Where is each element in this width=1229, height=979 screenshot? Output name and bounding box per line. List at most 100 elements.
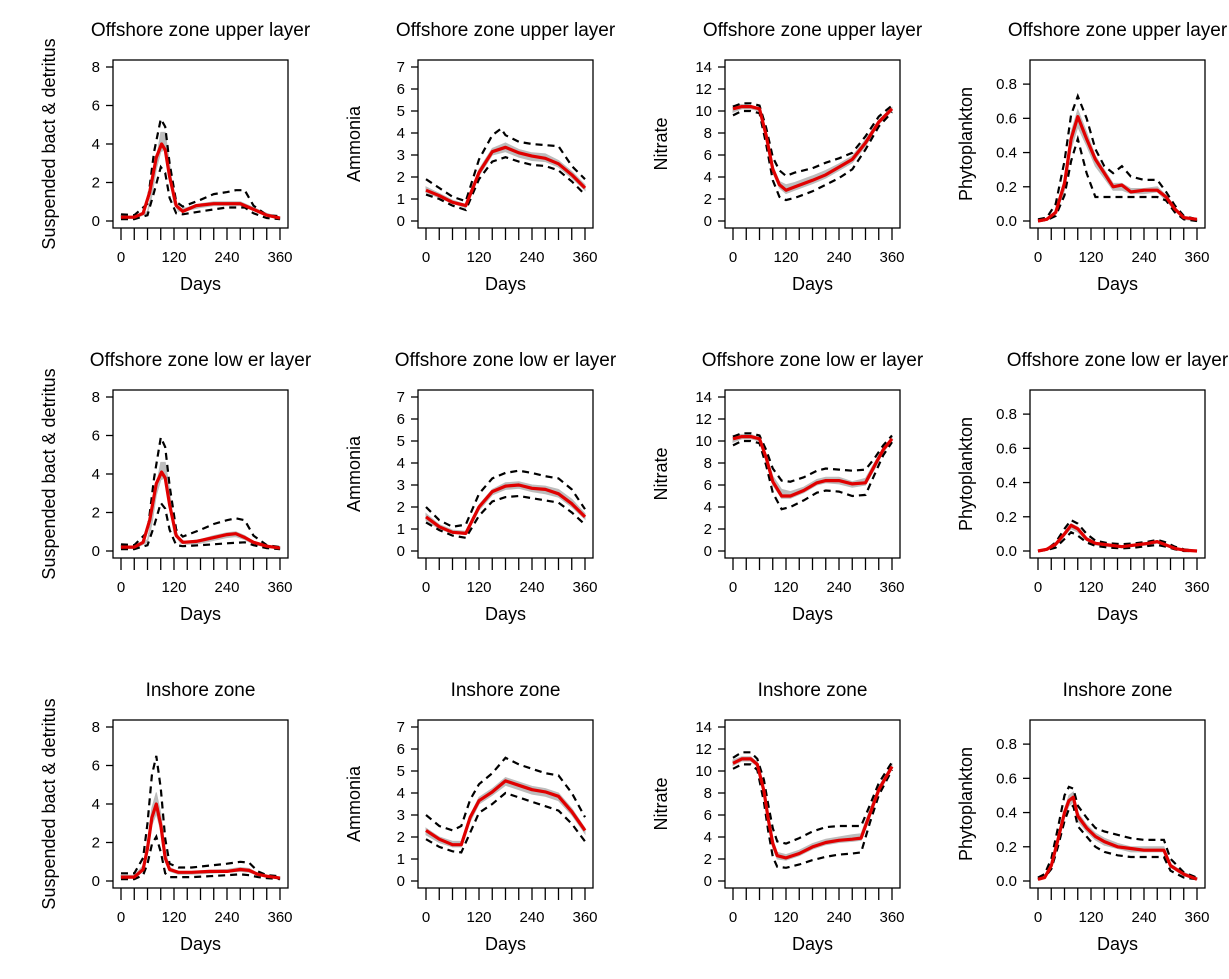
chart-1-quantile-line <box>120 115 281 218</box>
chart-5-xtick-label: 0 <box>117 579 125 596</box>
chart-1-ytick-label: 6 <box>92 98 100 115</box>
chart-11-xtick-label: 0 <box>729 909 737 926</box>
chart-11-quantile-line <box>732 751 893 845</box>
chart-11-xtick-label: 360 <box>879 909 904 926</box>
chart-5-quantile-line <box>121 500 281 551</box>
chart-8-ylabel: Phytoplankton <box>956 417 976 531</box>
chart-10-xtick-label: 360 <box>572 909 597 926</box>
chart-6-ytick-label: 5 <box>397 433 405 450</box>
chart-6-xtick-label: 120 <box>466 579 491 596</box>
chart-7-ytick-label: 12 <box>695 411 712 428</box>
chart-6-envelope-band <box>425 481 586 536</box>
chart-11-ytick-label: 0 <box>704 873 712 890</box>
chart-4-ytick-label: 0.8 <box>996 76 1017 93</box>
chart-9-ytick-label: 2 <box>92 835 100 852</box>
chart-3-ytick-label: 4 <box>704 169 712 186</box>
chart-2-xlabel: Days <box>485 274 526 294</box>
chart-5-xtick-label: 120 <box>161 579 186 596</box>
chart-2-envelope-band <box>425 142 586 209</box>
chart-1-ytick-label: 0 <box>92 213 100 230</box>
chart-7: Offshore zone low er layerNitrateDays024… <box>651 350 924 624</box>
chart-1-title: Offshore zone upper layer <box>91 20 311 41</box>
chart-5-quantile-line <box>120 433 281 549</box>
chart-7-ytick-label: 14 <box>695 389 712 406</box>
chart-11-ytick-label: 6 <box>704 807 712 824</box>
chart-10-ytick-label: 7 <box>397 719 405 736</box>
chart-4-xtick-label: 360 <box>1184 249 1209 266</box>
chart-4-mean-line <box>1037 115 1198 223</box>
chart-6: Offshore zone low er layerAmmoniaDays012… <box>344 350 617 624</box>
chart-8-ytick-label: 0.0 <box>996 543 1017 560</box>
chart-1-xtick-label: 0 <box>117 249 125 266</box>
chart-3-ytick-label: 6 <box>704 147 712 164</box>
chart-9-xtick-label: 240 <box>214 909 239 926</box>
chart-8-ytick-label: 0.4 <box>996 475 1017 492</box>
chart-6-title: Offshore zone low er layer <box>395 350 617 371</box>
chart-1-ytick-label: 8 <box>92 59 100 76</box>
chart-3-plot-frame <box>724 59 901 229</box>
chart-6-quantile-line <box>425 494 586 540</box>
chart-8-xlabel: Days <box>1097 604 1138 624</box>
chart-12: Inshore zone Phytoplankton Days 0.0 0.2 0.4 0.… <box>956 680 1210 954</box>
chart-2-ytick-label: 4 <box>397 125 405 142</box>
chart-12-ytick-label: 0.2 <box>996 839 1017 856</box>
chart-11-ytick-label: 14 <box>695 719 712 736</box>
chart-2-xtick-label: 360 <box>572 249 597 266</box>
chart-6-ytick-label: 7 <box>397 389 405 406</box>
chart-4-title: Offshore zone upper layer <box>1008 20 1228 41</box>
chart-1-xlabel: Days <box>180 274 221 294</box>
chart-9-ytick-label: 8 <box>92 719 100 736</box>
chart-7-ytick-label: 0 <box>704 543 712 560</box>
chart-1-ylabel: Suspended bact & detritus <box>39 38 59 249</box>
chart-12-quantile-line <box>1037 785 1198 879</box>
chart-3-ytick-label: 12 <box>695 81 712 98</box>
chart-12-ytick-label: 0.4 <box>996 805 1017 822</box>
chart-6-ytick-label: 2 <box>397 499 405 516</box>
chart-3-xtick-label: 0 <box>729 249 737 266</box>
chart-6-xtick-label: 360 <box>572 579 597 596</box>
chart-6-mean-line <box>425 483 587 535</box>
chart-10-xtick-label: 240 <box>519 909 544 926</box>
chart-8: Offshore zone low er layer Phytoplankton D… <box>956 350 1229 624</box>
chart-10-quantile-line <box>425 756 586 832</box>
chart-5-xlabel: Days <box>180 604 221 624</box>
chart-12-xlabel: Days <box>1097 934 1138 954</box>
chart-5-xtick-label: 360 <box>267 579 292 596</box>
chart-2-quantile-line <box>425 156 586 212</box>
chart-5-ytick-label: 2 <box>92 505 100 522</box>
chart-12-ytick-label: 0.6 <box>996 770 1017 787</box>
chart-4-ylabel: Phytoplankton <box>956 87 976 201</box>
chart-10-quantile-line <box>425 791 586 854</box>
chart-5-mean-line <box>121 470 281 550</box>
chart-9-ytick-label: 0 <box>92 873 100 890</box>
chart-7-ytick-label: 8 <box>704 455 712 472</box>
chart-10-mean-line <box>425 779 587 847</box>
chart-8-mean-line <box>1037 523 1198 553</box>
chart-7-ylabel: Nitrate <box>651 447 671 500</box>
chart-10-xlabel: Days <box>485 934 526 954</box>
chart-8-ytick-label: 0.2 <box>996 509 1017 526</box>
chart-4-ytick-label: 0.0 <box>996 213 1017 230</box>
chart-9-xlabel: Days <box>180 934 221 954</box>
chart-11-ytick-label: 8 <box>704 785 712 802</box>
chart-8-xtick-label: 120 <box>1078 579 1103 596</box>
chart-12-xtick-label: 360 <box>1184 909 1209 926</box>
chart-9-xtick-label: 360 <box>267 909 292 926</box>
chart-1-quantile-line <box>121 164 281 221</box>
chart-12-xtick-label: 0 <box>1034 909 1042 926</box>
chart-3-xtick-label: 120 <box>773 249 798 266</box>
chart-7-xtick-label: 0 <box>729 579 737 596</box>
chart-2-ytick-label: 6 <box>397 81 405 98</box>
chart-2-xtick-label: 240 <box>519 249 544 266</box>
chart-10-ytick-label: 4 <box>397 785 405 802</box>
chart-4-quantile-line <box>1037 134 1198 223</box>
chart-10-ylabel: Ammonia <box>344 765 364 842</box>
chart-7-xtick-label: 360 <box>879 579 904 596</box>
chart-9-quantile-line <box>121 755 281 878</box>
chart-7-ytick-label: 6 <box>704 477 712 494</box>
chart-3-ytick-label: 2 <box>704 191 712 208</box>
chart-1-plot-frame <box>112 59 289 229</box>
chart-3-ytick-label: 14 <box>695 59 712 76</box>
chart-9-quantile-line <box>121 833 281 881</box>
chart-2: Offshore zone upper layer Ammonia Days 0 1 2 3… <box>344 20 616 294</box>
